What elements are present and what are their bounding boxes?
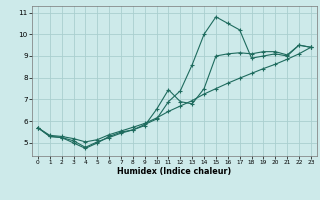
X-axis label: Humidex (Indice chaleur): Humidex (Indice chaleur) [117,167,232,176]
